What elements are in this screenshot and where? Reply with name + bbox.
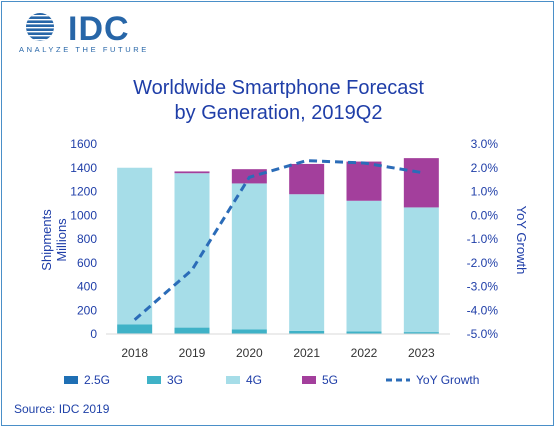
logo-wordmark: IDC [68, 10, 130, 48]
x-tick-label: 2021 [293, 346, 320, 360]
y2-tick-label: -4.0% [467, 303, 499, 317]
y-tick-label: 0 [90, 327, 97, 341]
y2-tick-label: 3.0% [471, 137, 499, 151]
bar-5g-2021 [289, 163, 325, 195]
bar-4g-2018 [117, 167, 153, 325]
x-tick-label: 2023 [408, 346, 435, 360]
y-tick-label: 400 [77, 280, 97, 294]
legend-label-25g: 2.5G [84, 373, 110, 387]
bar-4g-2020 [231, 183, 267, 330]
bar-4g-2023 [403, 207, 439, 333]
bar-5g-2023 [403, 158, 439, 208]
y-tick-label: 600 [77, 256, 97, 270]
source-note: Source: IDC 2019 [14, 402, 110, 416]
chart-title-line-1: Worldwide Smartphone Forecast [133, 77, 424, 99]
bar-3g-2022 [346, 331, 382, 334]
y-tick-label: 800 [77, 232, 97, 246]
legend-label-5g: 5G [322, 373, 338, 387]
y-axis-title-line-2: Millions [54, 218, 69, 262]
yoy-growth-line [133, 159, 422, 321]
bar-3g-2018 [117, 324, 153, 334]
legend-label-3g: 3G [167, 373, 183, 387]
bar-3g-2019 [174, 327, 210, 334]
x-tick-label: 2018 [121, 346, 148, 360]
x-tick-label: 2020 [236, 346, 263, 360]
globe-icon [26, 13, 54, 41]
legend-swatch-5g [302, 376, 316, 384]
y-tick-label: 1000 [70, 208, 97, 222]
y-tick-label: 1200 [70, 185, 97, 199]
y2-axis-title: YoY Growth [514, 206, 529, 275]
logo-tagline: ANALYZE THE FUTURE [19, 45, 149, 54]
bar-4g-2021 [289, 194, 325, 331]
y-tick-label: 1600 [70, 137, 97, 151]
legend-label-4g: 4G [246, 373, 262, 387]
y-tick-label: 1400 [70, 161, 97, 175]
y2-tick-label: -1.0% [467, 232, 499, 246]
bar-3g-2021 [289, 330, 325, 334]
bar-5g-2019 [174, 171, 210, 174]
y-axis-title-line-1: Shipments [39, 209, 54, 271]
idc-logo: IDC ANALYZE THE FUTURE [18, 10, 149, 58]
chart-title-line-2: by Generation, 2019Q2 [174, 102, 383, 124]
y2-tick-label: -5.0% [467, 327, 499, 341]
bar-3g-2020 [231, 329, 267, 334]
y2-tick-label: 2.0% [471, 161, 499, 175]
bar-3g-2023 [403, 332, 439, 334]
bar-5g-2022 [346, 161, 382, 201]
legend-label-yoy-growth: YoY Growth [416, 373, 479, 387]
bar-4g-2022 [346, 200, 382, 332]
y2-tick-label: 1.0% [471, 185, 499, 199]
y-tick-label: 200 [77, 303, 97, 317]
x-tick-label: 2019 [179, 346, 206, 360]
x-tick-label: 2022 [351, 346, 378, 360]
y2-tick-label: 0.0% [471, 208, 499, 222]
legend-swatch-3g [147, 376, 161, 384]
y2-tick-label: -2.0% [467, 256, 499, 270]
legend-swatch-25g [64, 376, 78, 384]
legend-swatch-4g [226, 376, 240, 384]
y2-tick-label: -3.0% [467, 280, 499, 294]
